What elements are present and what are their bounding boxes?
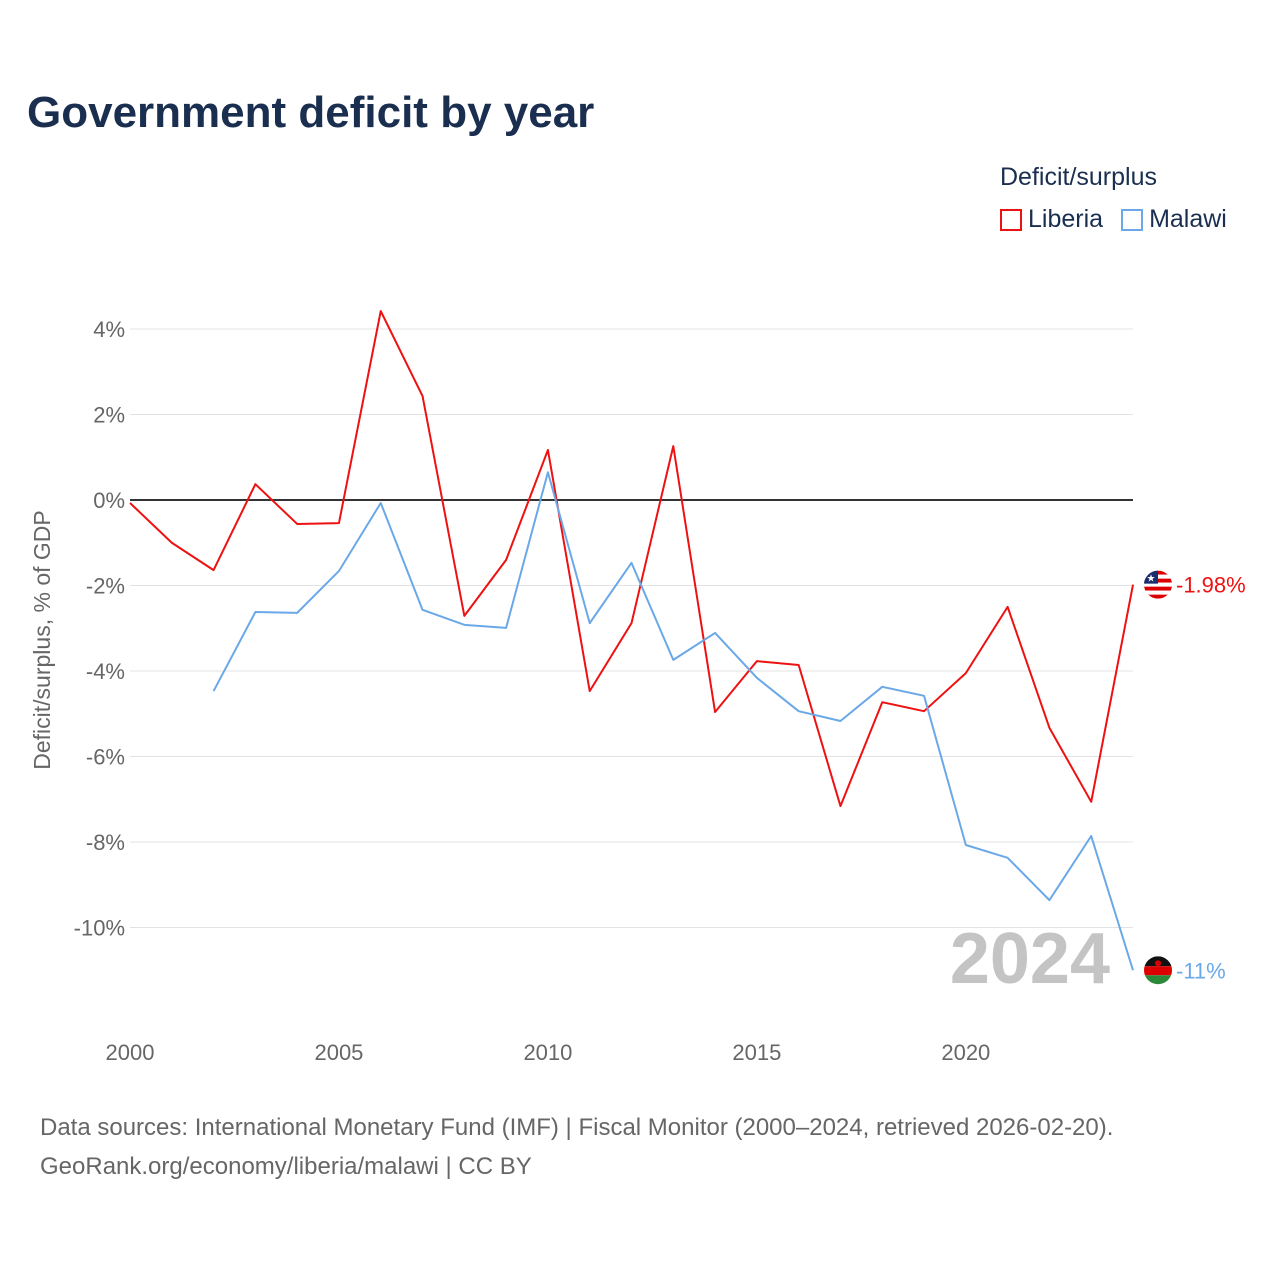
legend-label: Liberia	[1028, 205, 1104, 233]
y-tick-label: -10%	[74, 916, 125, 941]
series-line-liberia[interactable]	[129, 310, 1134, 808]
x-tick-label: 2005	[314, 1040, 363, 1065]
y-tick-label: -8%	[86, 830, 125, 855]
y-tick-label: 0%	[93, 488, 125, 513]
x-tick-label: 2000	[106, 1040, 155, 1065]
legend-label: Malawi	[1149, 205, 1227, 233]
source-link[interactable]: GeoRank.org/economy/liberia/malawi | CC …	[40, 1153, 532, 1180]
legend-swatch-liberia	[1000, 208, 1022, 231]
x-tick-label: 2010	[523, 1040, 572, 1065]
data-source: Data sources: International Monetary Fun…	[40, 1114, 1114, 1141]
footer: Data sources: International Monetary Fun…	[40, 1108, 1113, 1186]
legend-title: Deficit/surplus	[1000, 163, 1157, 191]
flag-icon-liberia: ★	[1144, 570, 1172, 599]
legend-item-malawi[interactable]: Malawi	[1121, 205, 1227, 234]
series-line-malawi[interactable]	[212, 471, 1134, 971]
end-value-label: -11%	[1176, 958, 1226, 983]
y-tick-label: 2%	[93, 403, 125, 428]
y-axis-label: Deficit/surplus, % of GDP	[29, 510, 55, 769]
y-tick-label: -2%	[86, 574, 125, 599]
chart-title: Government deficit by year	[27, 88, 595, 137]
svg-text:★: ★	[1147, 574, 1156, 585]
y-tick-label: 4%	[93, 317, 125, 342]
y-tick-label: -6%	[86, 745, 125, 770]
x-tick-label: 2020	[941, 1040, 990, 1065]
y-tick-label: -4%	[86, 659, 125, 684]
x-tick-label: 2015	[732, 1040, 781, 1065]
watermark-year: 2024	[950, 919, 1110, 999]
legend-swatch-malawi	[1121, 208, 1144, 231]
legend-item-liberia[interactable]: Liberia	[1000, 205, 1103, 234]
end-value-label: -1.98%	[1176, 573, 1246, 598]
flag-icon-malawi	[1144, 956, 1172, 985]
legend: Liberia Malawi	[1000, 205, 1227, 234]
